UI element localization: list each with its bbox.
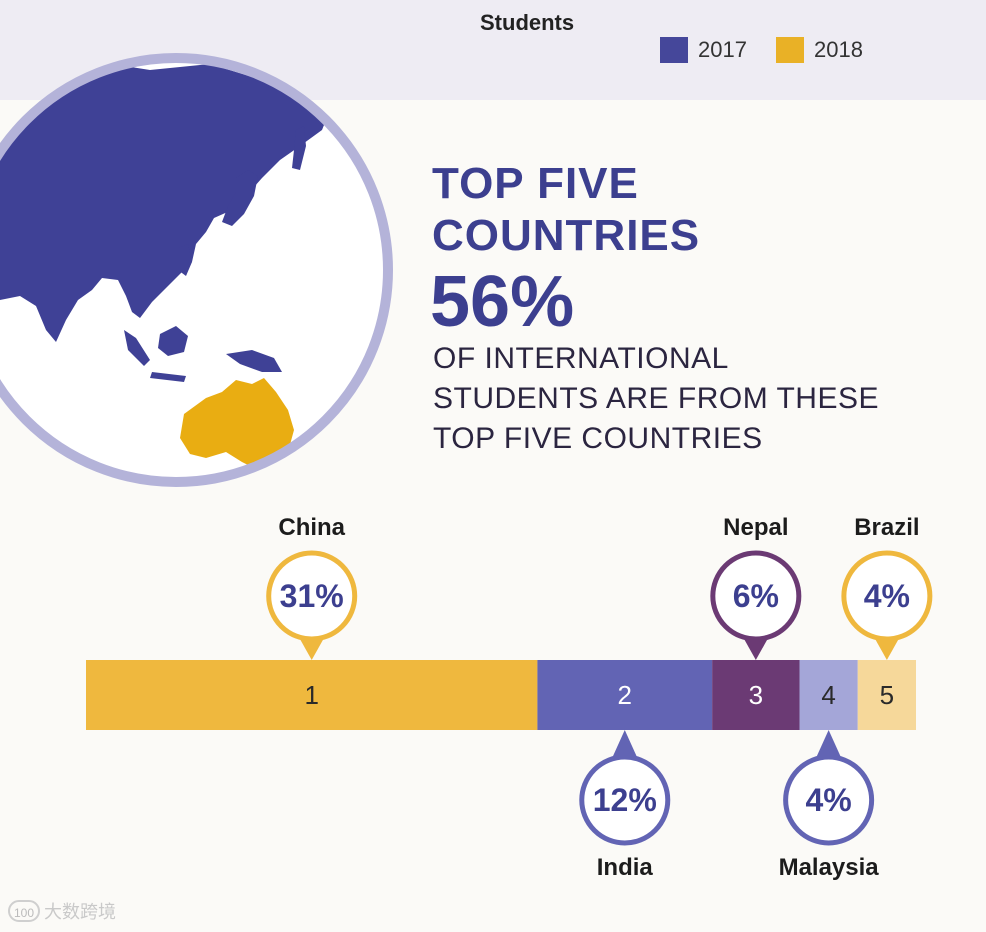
description-line-1: OF INTERNATIONAL	[433, 342, 729, 375]
callout-circle-brazil	[841, 550, 933, 642]
value-label-nepal: 6%	[733, 578, 779, 614]
callout-circle-china	[266, 550, 358, 642]
legend-item-2018: 2018	[776, 36, 863, 64]
rank-label-malaysia: 4	[821, 680, 835, 710]
bar-segment-nepal	[712, 660, 800, 730]
rank-label-brazil: 5	[880, 680, 894, 710]
callout-pointer-china	[297, 635, 326, 660]
value-label-malaysia: 4%	[806, 782, 852, 818]
value-label-brazil: 4%	[864, 578, 910, 614]
callout-circle-nepal	[710, 550, 802, 642]
value-label-india: 12%	[593, 782, 657, 818]
legend-swatch-2018	[776, 37, 804, 63]
value-label-china: 31%	[280, 578, 344, 614]
rank-label-india: 2	[618, 680, 632, 710]
legend-label-2017: 2017	[698, 37, 747, 62]
rank-label-nepal: 3	[749, 680, 763, 710]
legend-item-2017: 2017	[660, 36, 747, 64]
sumatra-island	[124, 330, 150, 366]
category-label-malaysia: Malaysia	[779, 854, 880, 881]
borneo-island	[158, 326, 188, 356]
headline-line-1: TOP FIVE	[432, 159, 639, 208]
watermark-logo-icon: 100	[8, 900, 40, 922]
header-title: Students	[480, 10, 575, 35]
callout-pointer-malaysia	[814, 730, 843, 761]
bar-segment-malaysia	[799, 660, 858, 730]
java-island	[150, 372, 186, 382]
category-label-india: India	[597, 854, 654, 881]
legend-swatch-2017	[660, 37, 688, 63]
headline-percent: 56%	[430, 262, 575, 342]
bar-segment-india	[537, 660, 713, 730]
callout-circle-india	[579, 754, 671, 846]
description-line-2: STUDENTS ARE FROM THESE	[433, 382, 880, 415]
callout-pointer-nepal	[741, 635, 770, 660]
globe-ring	[0, 53, 393, 487]
watermark: 100 大数跨境	[8, 898, 116, 924]
callout-circle-malaysia	[783, 754, 875, 846]
description-line-3: TOP FIVE COUNTRIES	[433, 422, 763, 455]
japan-island	[222, 170, 258, 226]
legend-label-2018: 2018	[814, 37, 863, 62]
asia-landmass	[0, 60, 330, 342]
sakhalin-island	[292, 126, 306, 170]
callout-pointer-india	[610, 730, 639, 761]
category-label-china: China	[278, 514, 345, 541]
watermark-text: 大数跨境	[44, 902, 116, 922]
new-guinea-island	[226, 350, 282, 372]
headline-line-2: COUNTRIES	[432, 211, 701, 260]
bar-segment-brazil	[857, 660, 916, 730]
callout-pointer-brazil	[872, 635, 901, 660]
australia-landmass	[180, 378, 294, 470]
rank-label-china: 1	[304, 680, 318, 710]
category-label-brazil: Brazil	[854, 514, 919, 541]
category-label-nepal: Nepal	[723, 514, 788, 541]
bar-segment-china	[86, 660, 538, 730]
philippines-island	[178, 244, 192, 276]
